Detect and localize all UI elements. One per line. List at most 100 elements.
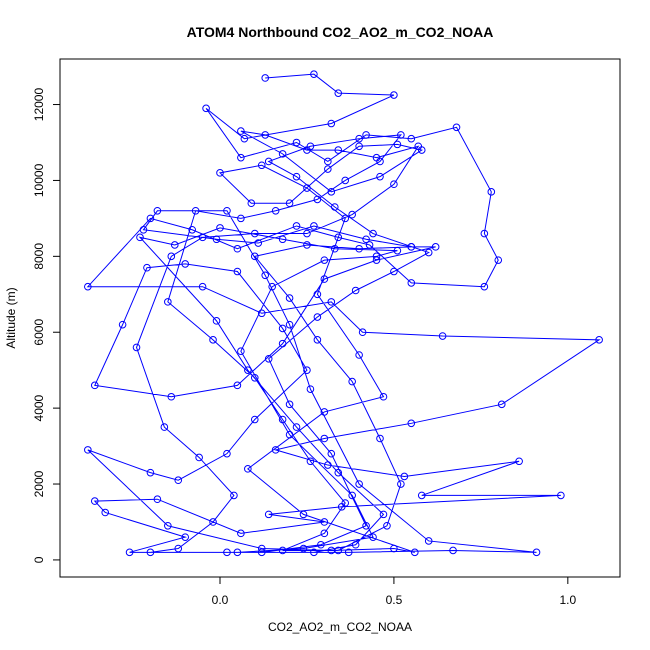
data-point <box>216 169 224 177</box>
data-point <box>376 434 384 443</box>
data-point <box>351 540 360 549</box>
data-point <box>497 400 506 409</box>
data-point <box>84 446 92 454</box>
data-point <box>146 214 155 223</box>
data-point <box>348 377 356 386</box>
data-point <box>303 184 311 192</box>
data-point <box>306 142 315 151</box>
data-point <box>84 282 92 291</box>
data-point <box>355 142 363 151</box>
data-point <box>306 457 315 466</box>
data-point <box>285 320 294 329</box>
data-point <box>320 434 329 443</box>
data-point <box>532 548 541 557</box>
data-point <box>223 548 231 557</box>
x-tick-label: 0.5 <box>386 593 403 607</box>
data-point <box>515 457 523 466</box>
data-point <box>153 495 162 504</box>
data-point <box>250 373 259 382</box>
data-point <box>223 206 231 215</box>
data-point <box>237 153 245 162</box>
data-point <box>452 123 461 132</box>
data-point <box>372 256 381 264</box>
series-line <box>86 73 601 553</box>
data-point <box>271 206 280 215</box>
data-point <box>417 491 426 500</box>
y-axis: 0 2000 4000 6000 8000 10000 12000 <box>32 88 61 563</box>
data-point <box>449 546 457 555</box>
data-point <box>118 320 127 329</box>
data-point <box>369 533 377 541</box>
data-point <box>240 134 249 143</box>
data-point <box>230 491 238 500</box>
y-tick-label: 8000 <box>32 243 46 270</box>
data-point <box>344 548 353 557</box>
data-point <box>320 275 329 283</box>
data-point <box>320 518 329 526</box>
data-point <box>317 540 325 549</box>
data-point <box>233 244 242 253</box>
data-point <box>330 244 339 253</box>
data-point <box>320 408 329 416</box>
data-point <box>188 225 196 234</box>
data-point <box>237 347 245 356</box>
data-point <box>285 400 294 409</box>
data-point <box>310 70 318 78</box>
data-point <box>212 235 221 244</box>
data-point <box>303 229 311 238</box>
data-point <box>330 203 339 211</box>
data-point <box>143 263 151 272</box>
data-point <box>160 423 169 431</box>
y-tick-label: 2000 <box>32 470 46 497</box>
data-point <box>313 336 322 344</box>
data-point <box>376 157 384 166</box>
data-point <box>264 354 273 363</box>
data-point <box>132 343 141 352</box>
data-point <box>424 537 433 545</box>
data-point <box>278 324 287 333</box>
data-point <box>327 188 336 196</box>
data-point <box>327 298 336 306</box>
data-point <box>212 317 221 325</box>
data-point <box>125 548 134 557</box>
data-point <box>365 241 374 249</box>
data-point <box>407 279 416 287</box>
data-point <box>355 480 363 488</box>
data-point <box>351 286 360 295</box>
data-point <box>90 381 99 390</box>
data-point <box>303 241 311 249</box>
y-tick-label: 4000 <box>32 394 46 421</box>
data-point <box>487 188 496 196</box>
data-point <box>90 497 99 505</box>
data-point <box>261 74 270 82</box>
data-point <box>244 366 252 374</box>
data-point <box>278 415 287 424</box>
data-point <box>250 229 259 238</box>
data-point <box>390 544 398 553</box>
data-point <box>369 229 377 238</box>
data-point <box>244 465 252 473</box>
x-tick-label: 1.0 <box>559 593 576 607</box>
data-point <box>327 119 336 128</box>
data-point <box>257 548 266 557</box>
data-point <box>268 282 276 291</box>
data-point <box>292 172 301 181</box>
data-point <box>313 313 322 321</box>
data-point <box>101 508 110 517</box>
data-point <box>341 214 350 223</box>
data-point <box>191 206 200 215</box>
data-point <box>348 210 356 219</box>
data-point <box>136 233 144 242</box>
data-point <box>198 282 207 291</box>
data-point <box>310 222 318 230</box>
data-point <box>355 351 363 359</box>
data-point <box>390 91 398 99</box>
data-point <box>379 510 388 519</box>
data-point <box>306 385 315 393</box>
data-point <box>480 282 489 291</box>
data-point <box>278 235 287 244</box>
data-point <box>424 248 433 257</box>
data-point <box>139 225 148 234</box>
data-point <box>257 309 266 318</box>
